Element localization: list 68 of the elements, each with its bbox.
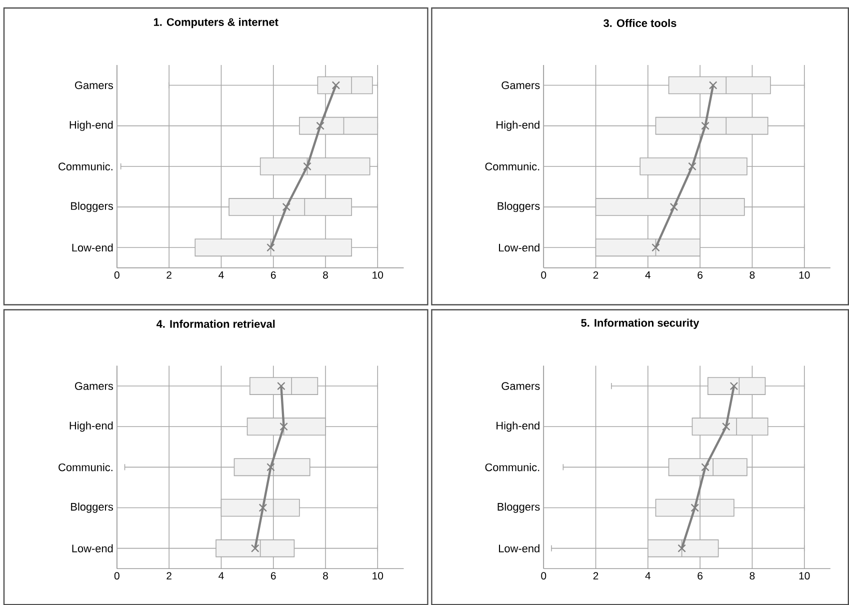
y-tick-label: Communic. (58, 463, 112, 472)
y-tick-label: Bloggers (71, 502, 113, 513)
x-tick-label: 8 (323, 572, 328, 580)
y-tick-label: Communic. (58, 162, 112, 170)
point (280, 422, 288, 431)
y-tick-label: High-end (496, 120, 540, 131)
x-tick-label: 10 (372, 271, 384, 279)
y-tick-label: Gamers (502, 382, 540, 390)
point (258, 504, 268, 512)
point (688, 162, 696, 170)
y-tick-label: Gamers (75, 382, 113, 390)
x-tick-label: 2 (593, 271, 598, 279)
x-tick-label: 8 (323, 271, 328, 279)
x-tick-label: 0 (541, 271, 546, 279)
point (730, 382, 738, 390)
x-tick-label: 6 (698, 271, 703, 279)
point (670, 202, 678, 212)
point (708, 81, 718, 90)
x-tick-label: 8 (750, 271, 755, 279)
x-tick-label: 2 (166, 271, 172, 279)
point (282, 202, 291, 212)
point (722, 422, 730, 431)
point (277, 382, 286, 390)
point (303, 162, 312, 170)
point (266, 462, 275, 472)
y-tick-label: High-end (70, 120, 113, 131)
point (701, 122, 710, 130)
point (690, 504, 699, 512)
chart-title: 5. Information security (581, 318, 700, 329)
x-tick-label: 8 (750, 572, 755, 580)
x-tick-label: 0 (541, 572, 546, 580)
point (701, 462, 710, 472)
point (332, 81, 340, 90)
y-tick-label: High-end (496, 421, 540, 432)
x-tick-label: 6 (698, 572, 703, 580)
y-tick-label: High-end (70, 421, 113, 432)
x-tick-label: 10 (799, 271, 810, 279)
point (652, 243, 660, 252)
y-tick-label: Bloggers (71, 202, 113, 212)
x-tick-label: 6 (270, 271, 276, 279)
x-tick-label: 4 (218, 271, 224, 278)
x-tick-label: 10 (799, 572, 810, 580)
y-tick-label: Low-end (72, 243, 113, 252)
x-tick-label: 0 (114, 271, 120, 279)
y-tick-label: Low-end (499, 544, 540, 552)
y-tick-label: Communic. (485, 162, 540, 170)
y-tick-label: Gamers (502, 81, 540, 90)
x-tick-label: 2 (166, 572, 172, 580)
x-tick-label: 6 (270, 572, 276, 580)
x-tick-label: 0 (114, 572, 120, 580)
point (678, 544, 686, 552)
y-tick-label: Bloggers (498, 202, 540, 212)
point (316, 122, 324, 130)
point (250, 544, 260, 552)
y-tick-label: Communic. (485, 463, 540, 472)
x-tick-label: 4 (218, 572, 224, 580)
point (266, 243, 275, 252)
x-tick-label: 4 (645, 572, 651, 580)
y-tick-label: Low-end (72, 544, 113, 552)
y-tick-label: Bloggers (498, 502, 540, 513)
y-tick-label: Gamers (75, 81, 113, 90)
y-tick-label: Low-end (499, 243, 540, 252)
x-tick-label: 10 (372, 572, 384, 580)
x-tick-label: 2 (593, 572, 598, 580)
chart-title: 4. Information retrieval (156, 320, 275, 328)
chart-title: 3. Office tools (604, 18, 676, 27)
chart-title: 1. Computers & internet (154, 18, 278, 28)
x-tick-label: 4 (645, 271, 651, 278)
